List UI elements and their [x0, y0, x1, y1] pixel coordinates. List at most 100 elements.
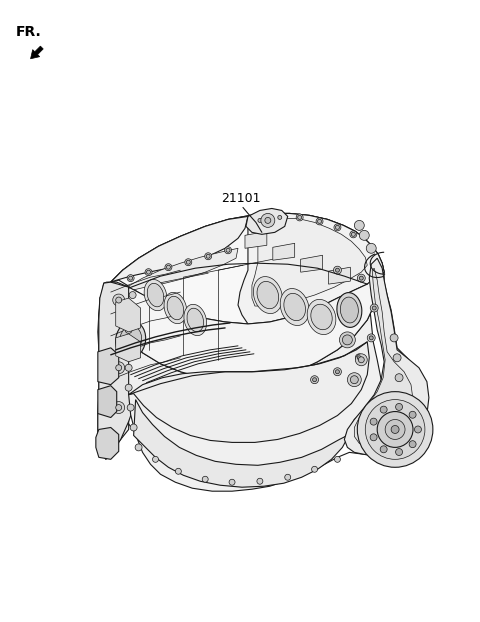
- Circle shape: [357, 356, 361, 360]
- Polygon shape: [246, 208, 288, 234]
- Circle shape: [351, 233, 355, 236]
- Ellipse shape: [120, 326, 142, 354]
- Circle shape: [298, 215, 301, 220]
- Circle shape: [334, 266, 341, 274]
- Circle shape: [186, 260, 190, 264]
- Circle shape: [355, 354, 367, 366]
- Ellipse shape: [307, 299, 336, 335]
- Circle shape: [369, 336, 373, 340]
- Circle shape: [125, 364, 132, 371]
- Circle shape: [311, 376, 319, 384]
- Circle shape: [256, 217, 264, 224]
- Circle shape: [360, 230, 369, 240]
- Circle shape: [265, 218, 271, 223]
- Polygon shape: [129, 248, 238, 290]
- Circle shape: [334, 224, 341, 231]
- Circle shape: [116, 364, 122, 371]
- Circle shape: [391, 425, 399, 434]
- Circle shape: [393, 354, 401, 362]
- Polygon shape: [354, 268, 413, 447]
- Polygon shape: [328, 267, 350, 284]
- Circle shape: [348, 373, 361, 387]
- Circle shape: [125, 309, 132, 315]
- Polygon shape: [98, 213, 427, 486]
- Circle shape: [358, 357, 364, 363]
- Circle shape: [116, 297, 122, 303]
- Circle shape: [350, 231, 357, 238]
- Ellipse shape: [311, 304, 332, 330]
- Polygon shape: [300, 255, 323, 272]
- Circle shape: [130, 424, 137, 431]
- Circle shape: [276, 214, 283, 221]
- Circle shape: [278, 215, 282, 220]
- Circle shape: [370, 304, 378, 312]
- Circle shape: [153, 457, 158, 462]
- Ellipse shape: [116, 321, 146, 359]
- Ellipse shape: [147, 284, 164, 307]
- Polygon shape: [116, 334, 141, 362]
- Polygon shape: [116, 298, 141, 332]
- Circle shape: [312, 466, 318, 472]
- Circle shape: [229, 479, 235, 485]
- Circle shape: [261, 213, 275, 228]
- Circle shape: [415, 426, 421, 433]
- Circle shape: [185, 259, 192, 266]
- Circle shape: [396, 448, 403, 455]
- Circle shape: [258, 218, 262, 223]
- Ellipse shape: [253, 277, 282, 313]
- Circle shape: [365, 399, 425, 459]
- Circle shape: [342, 335, 352, 345]
- Circle shape: [366, 243, 376, 253]
- Circle shape: [206, 254, 210, 258]
- Polygon shape: [129, 278, 377, 383]
- Circle shape: [370, 434, 377, 441]
- Circle shape: [355, 354, 363, 362]
- Circle shape: [225, 247, 231, 254]
- Circle shape: [409, 441, 416, 448]
- Circle shape: [339, 332, 355, 348]
- Circle shape: [125, 327, 132, 333]
- Circle shape: [395, 374, 403, 382]
- Circle shape: [226, 248, 230, 253]
- Ellipse shape: [340, 297, 359, 323]
- Polygon shape: [98, 282, 143, 459]
- Polygon shape: [238, 213, 384, 324]
- Circle shape: [127, 404, 134, 411]
- Circle shape: [145, 269, 152, 276]
- Circle shape: [350, 376, 358, 384]
- Polygon shape: [96, 427, 119, 459]
- Ellipse shape: [144, 279, 167, 311]
- Circle shape: [354, 220, 364, 230]
- Polygon shape: [98, 386, 117, 417]
- Ellipse shape: [187, 309, 204, 332]
- Polygon shape: [129, 278, 381, 491]
- Circle shape: [360, 276, 363, 280]
- Circle shape: [146, 270, 151, 274]
- Circle shape: [127, 275, 134, 282]
- Circle shape: [316, 218, 323, 225]
- Circle shape: [296, 214, 303, 221]
- Circle shape: [336, 225, 339, 230]
- Circle shape: [370, 418, 377, 425]
- Circle shape: [285, 474, 291, 480]
- Polygon shape: [98, 282, 129, 459]
- Ellipse shape: [284, 294, 305, 321]
- Circle shape: [367, 334, 375, 342]
- Ellipse shape: [164, 292, 187, 323]
- Circle shape: [135, 444, 142, 451]
- Circle shape: [129, 292, 136, 299]
- Circle shape: [312, 378, 316, 382]
- Circle shape: [396, 404, 403, 411]
- Circle shape: [409, 411, 416, 418]
- Polygon shape: [344, 258, 429, 455]
- Circle shape: [113, 402, 125, 414]
- Text: FR.: FR.: [15, 26, 41, 39]
- Circle shape: [357, 274, 365, 282]
- Circle shape: [335, 457, 340, 462]
- Circle shape: [125, 384, 132, 391]
- Circle shape: [202, 476, 208, 482]
- Polygon shape: [252, 218, 367, 306]
- Polygon shape: [31, 46, 43, 59]
- Polygon shape: [245, 231, 267, 248]
- Circle shape: [380, 446, 387, 453]
